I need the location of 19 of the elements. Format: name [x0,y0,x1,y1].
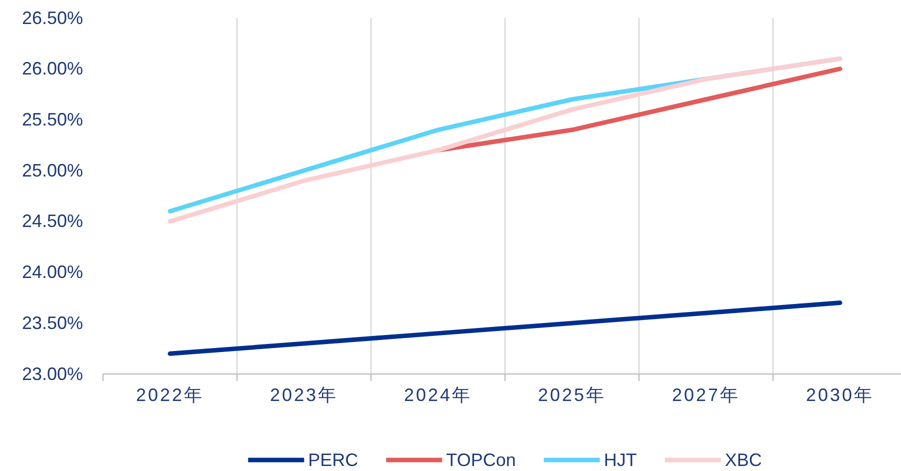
y-tick-label: 24.50% [22,211,83,232]
x-tick-label: 2027年 [672,384,740,405]
x-tick-label: 2030年 [806,384,874,405]
y-tick-label: 26.50% [22,8,83,28]
y-tick-label: 25.00% [22,160,83,180]
line-series [168,300,842,356]
legend-label: TOPCon [446,450,516,470]
x-tick-label: 2024年 [404,384,472,405]
legend-label: XBC [724,450,762,470]
x-tick-label: 2022年 [136,384,204,405]
y-tick-label: 24.00% [22,262,83,282]
y-tick-label: 25.50% [22,109,83,130]
legend-label: PERC [308,450,358,470]
x-tick-label: 2023年 [270,384,338,405]
x-tick-label: 2025年 [538,384,606,405]
legend-label: HJT [604,450,637,470]
y-tick-label: 23.50% [22,312,83,333]
y-tick-label: 26.00% [22,58,83,79]
y-tick-label: 23.00% [22,364,83,384]
